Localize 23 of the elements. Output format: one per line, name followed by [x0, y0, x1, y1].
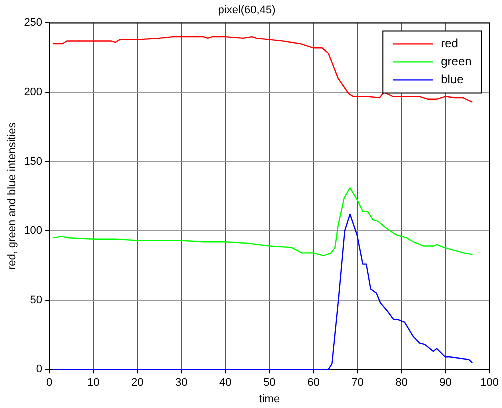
x-tick-label: 60 — [308, 377, 320, 390]
x-tick-label: 0 — [46, 377, 53, 390]
x-tick-label: 100 — [480, 377, 500, 390]
y-tick-label: 100 — [24, 225, 43, 238]
legend-label: red — [441, 36, 458, 51]
y-tick-label: 0 — [36, 364, 43, 376]
x-axis-title: time — [259, 393, 280, 406]
x-tick-label: 50 — [264, 377, 276, 390]
x-tick-label: 10 — [87, 377, 100, 390]
chart-title: pixel(60,45) — [218, 4, 276, 17]
legend-label: green — [441, 54, 472, 69]
y-tick-label: 150 — [24, 156, 43, 168]
y-tick-label: 50 — [30, 294, 43, 306]
y-tick-label: 200 — [24, 86, 43, 99]
x-tick-label: 80 — [396, 377, 408, 390]
legend-label: blue — [441, 72, 464, 87]
x-tick-label: 70 — [352, 377, 364, 390]
x-tick-label: 20 — [131, 377, 144, 390]
y-axis-title: red, green and blue intensities — [6, 122, 19, 270]
x-tick-label: 30 — [176, 377, 188, 390]
y-tick-label: 250 — [24, 17, 43, 30]
x-tick-label: 40 — [220, 377, 232, 390]
x-tick-label: 90 — [440, 377, 452, 390]
